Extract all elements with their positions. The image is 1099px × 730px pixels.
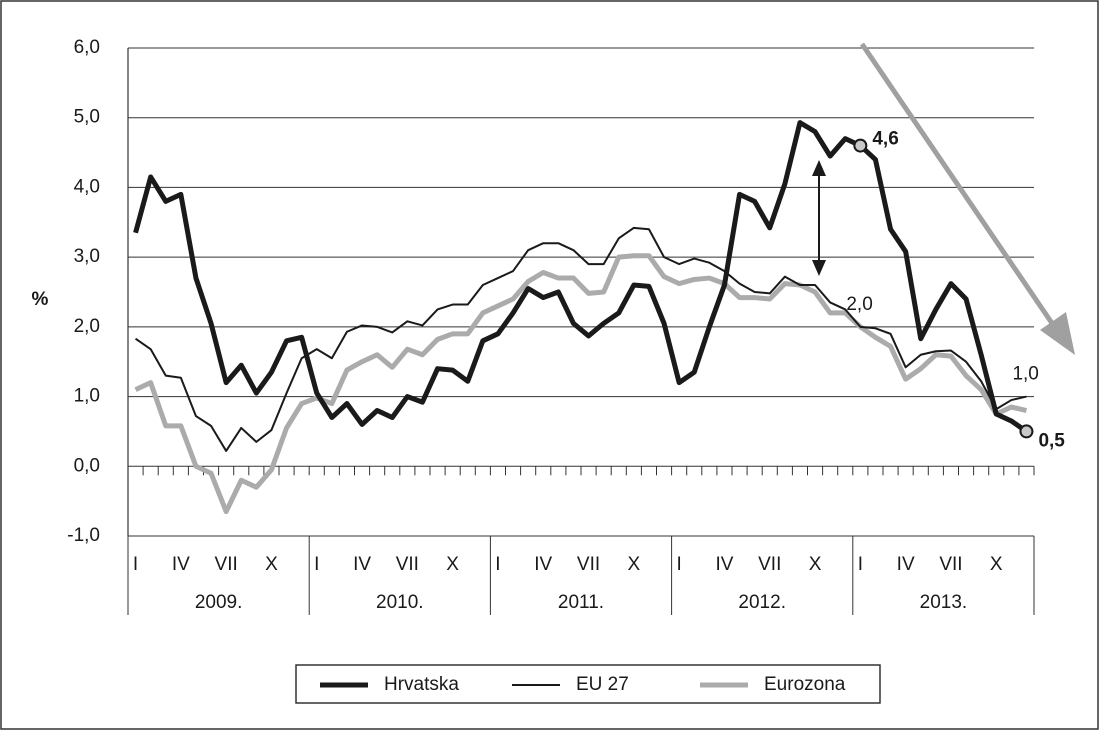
line-series <box>134 253 1028 515</box>
y-tick-label: 1,0 <box>74 386 100 407</box>
legend: Hrvatska EU 27 Eurozona <box>320 674 846 695</box>
x-tick-label: X <box>628 554 641 575</box>
x-tick-label: I <box>495 554 500 575</box>
y-tick-label: 5,0 <box>74 107 100 128</box>
gap-arrow-head <box>812 160 826 176</box>
x-tick-label: VII <box>577 554 600 575</box>
x-tick-label: VII <box>215 554 238 575</box>
x-tick-label: X <box>990 554 1003 575</box>
group-label: 2013. <box>920 592 968 613</box>
group-label: 2012. <box>738 592 786 613</box>
legend-label: EU 27 <box>576 674 629 695</box>
data-label: 2,0 <box>846 294 872 315</box>
x-tick-label: X <box>446 554 459 575</box>
x-tick-label: VII <box>939 554 962 575</box>
y-tick-label: -1,0 <box>67 525 100 546</box>
line-series <box>133 120 1028 434</box>
x-tick-label: IV <box>897 554 915 575</box>
decor-arrows <box>812 42 1075 355</box>
x-tick-label: X <box>265 554 278 575</box>
x-tick-label: VII <box>758 554 781 575</box>
data-label: 4,6 <box>872 129 898 150</box>
x-tick-label: VII <box>396 554 419 575</box>
point-marker <box>853 138 868 153</box>
y-tick-label: 0,0 <box>74 455 100 476</box>
data-label: 1,0 <box>1012 364 1038 385</box>
y-tick-label: 2,0 <box>74 316 100 337</box>
group-label: 2011. <box>558 592 604 613</box>
x-tick-label: IV <box>715 554 733 575</box>
x-tick-label: IV <box>534 554 552 575</box>
x-tick-label: I <box>314 554 319 575</box>
legend-box <box>295 664 881 704</box>
y-tick-label: 6,0 <box>74 37 100 58</box>
group-label: 2010. <box>376 592 424 613</box>
x-tick-label: I <box>677 554 682 575</box>
x-tick-label: IV <box>172 554 190 575</box>
data-label: 0,5 <box>1038 430 1065 451</box>
x-tick-label: X <box>809 554 822 575</box>
plot: -1,0 0,0 1,0 2,0 3,0 4,0 5,0 6,0 I IV VII X I IV VII X I… <box>67 37 1065 615</box>
point-marker <box>1019 424 1034 439</box>
group-label: 2009. <box>195 592 243 613</box>
y-tick-label: 4,0 <box>74 176 100 197</box>
y-axis-label: % <box>32 289 49 310</box>
trend-arrow-head <box>1040 312 1075 355</box>
y-tick-label: 3,0 <box>74 246 100 267</box>
legend-label: Hrvatska <box>384 674 459 695</box>
x-tick-label: IV <box>353 554 371 575</box>
x-tick-label: I <box>133 554 138 575</box>
gap-arrow-head <box>812 260 826 276</box>
line-series <box>134 226 1027 452</box>
legend-label: Eurozona <box>764 674 846 695</box>
trend-arrow <box>859 42 1063 337</box>
x-tick-label: I <box>858 554 863 575</box>
